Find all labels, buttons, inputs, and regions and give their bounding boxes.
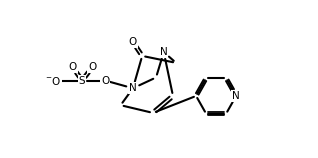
Text: N: N <box>129 83 137 93</box>
Text: S: S <box>79 76 86 86</box>
Text: O: O <box>129 37 137 47</box>
Text: $^{-}$O: $^{-}$O <box>45 75 61 87</box>
Text: N: N <box>160 47 168 57</box>
Text: O: O <box>101 76 109 86</box>
Text: O: O <box>88 62 96 73</box>
Text: O: O <box>69 62 77 73</box>
Text: N: N <box>232 91 240 101</box>
